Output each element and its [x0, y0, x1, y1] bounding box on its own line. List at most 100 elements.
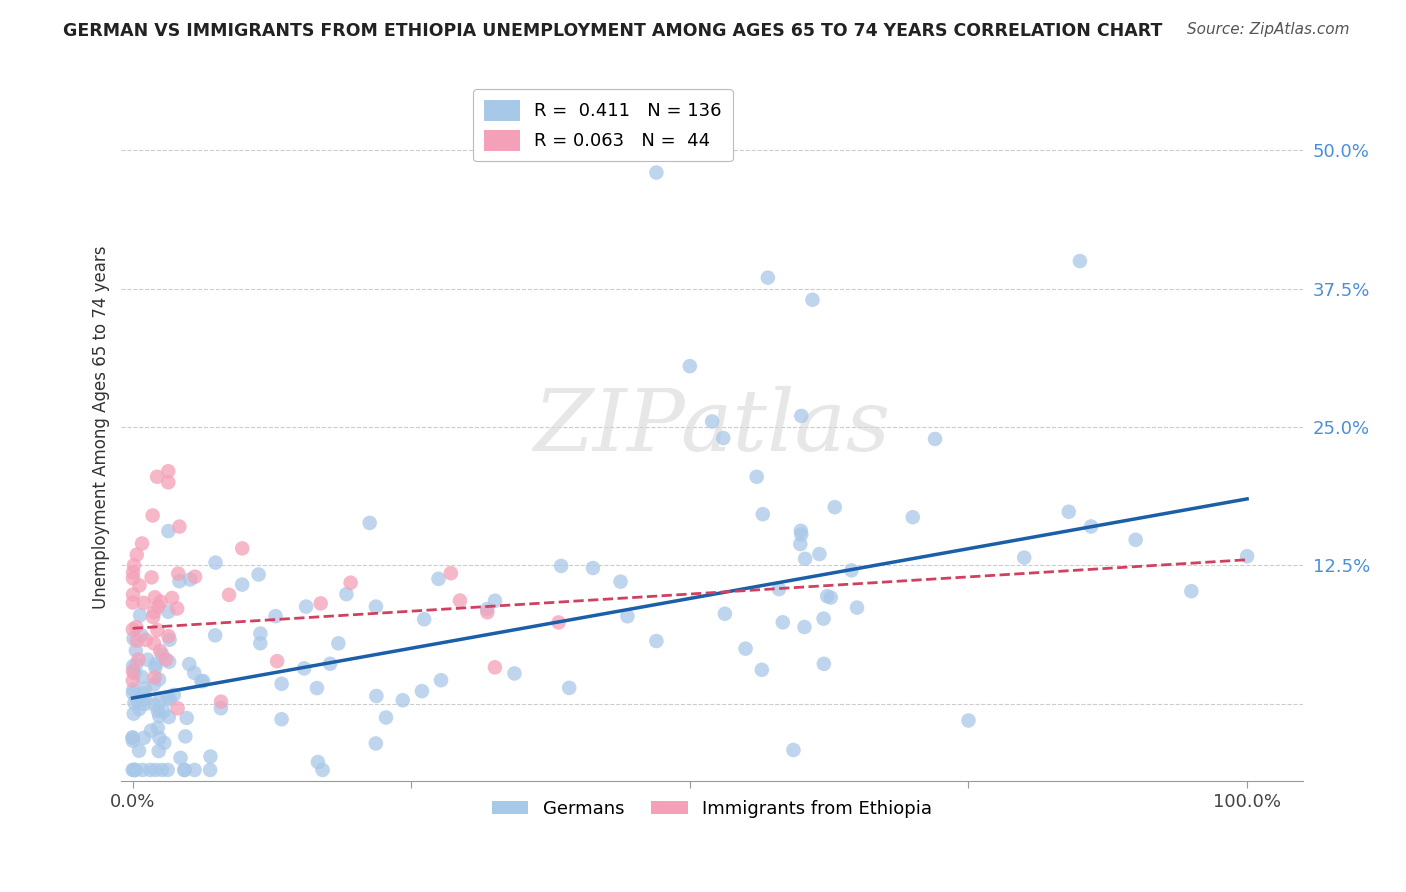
Point — [128, 744, 150, 758]
Point — [153, 736, 176, 750]
Point — [335, 587, 357, 601]
Point — [449, 593, 471, 607]
Point — [121, 763, 143, 777]
Text: GERMAN VS IMMIGRANTS FROM ETHIOPIA UNEMPLOYMENT AMONG AGES 65 TO 74 YEARS CORREL: GERMAN VS IMMIGRANTS FROM ETHIOPIA UNEMP… — [63, 22, 1163, 40]
Point — [173, 763, 195, 777]
Point — [924, 432, 946, 446]
Point — [167, 566, 190, 581]
Point — [846, 600, 869, 615]
Point — [143, 605, 166, 619]
Point — [789, 537, 811, 551]
Point — [169, 574, 191, 589]
Point — [134, 697, 156, 711]
Point — [148, 731, 170, 745]
Point — [121, 596, 143, 610]
Point — [183, 665, 205, 680]
Point — [150, 763, 173, 777]
Point — [218, 588, 240, 602]
Point — [122, 571, 145, 585]
Point — [751, 663, 773, 677]
Text: Source: ZipAtlas.com: Source: ZipAtlas.com — [1187, 22, 1350, 37]
Point — [191, 673, 214, 688]
Point — [475, 602, 498, 616]
Point — [124, 666, 146, 681]
Point — [1012, 550, 1035, 565]
Point — [430, 673, 453, 688]
Point — [413, 612, 436, 626]
Point — [790, 409, 813, 423]
Point — [141, 570, 163, 584]
Point — [128, 702, 150, 716]
Point — [148, 709, 170, 723]
Point — [146, 599, 169, 614]
Point — [142, 610, 165, 624]
Point — [146, 721, 169, 735]
Point — [391, 693, 413, 707]
Point — [609, 574, 631, 589]
Point — [143, 698, 166, 712]
Point — [815, 589, 838, 603]
Point — [550, 558, 572, 573]
Point — [375, 710, 398, 724]
Point — [1069, 254, 1091, 268]
Point — [793, 620, 815, 634]
Point — [150, 648, 173, 662]
Point — [249, 636, 271, 650]
Point — [127, 693, 149, 707]
Point — [484, 593, 506, 607]
Point — [149, 594, 172, 608]
Text: ZIPatlas: ZIPatlas — [533, 385, 890, 468]
Point — [157, 475, 180, 490]
Point — [122, 763, 145, 777]
Point — [427, 572, 450, 586]
Point — [305, 681, 328, 695]
Point — [547, 615, 569, 630]
Point — [1236, 549, 1258, 564]
Point — [132, 596, 155, 610]
Point — [477, 605, 499, 619]
Point — [174, 730, 197, 744]
Point — [125, 657, 148, 672]
Point — [808, 547, 831, 561]
Point — [957, 714, 980, 728]
Point — [169, 519, 191, 533]
Point — [122, 558, 145, 573]
Point — [131, 670, 153, 684]
Point — [121, 731, 143, 745]
Point — [157, 629, 180, 643]
Point — [366, 689, 388, 703]
Point — [143, 636, 166, 650]
Point — [558, 681, 581, 695]
Point — [266, 654, 288, 668]
Point — [179, 573, 201, 587]
Point — [157, 710, 180, 724]
Point — [813, 612, 835, 626]
Point — [270, 712, 292, 726]
Point — [157, 464, 180, 478]
Point — [166, 701, 188, 715]
Point — [292, 661, 315, 675]
Point — [734, 641, 756, 656]
Point — [645, 634, 668, 648]
Point — [136, 653, 159, 667]
Point — [122, 566, 145, 580]
Point — [148, 744, 170, 758]
Point — [190, 674, 212, 689]
Point — [295, 599, 318, 614]
Point — [204, 628, 226, 642]
Point — [142, 508, 165, 523]
Point — [711, 431, 734, 445]
Point — [139, 723, 162, 738]
Point — [790, 524, 813, 538]
Point — [145, 657, 167, 672]
Point — [143, 591, 166, 605]
Point — [157, 524, 180, 538]
Point — [270, 677, 292, 691]
Point — [364, 736, 387, 750]
Point — [204, 556, 226, 570]
Point — [148, 694, 170, 708]
Point — [756, 270, 779, 285]
Point — [152, 704, 174, 718]
Point — [200, 749, 222, 764]
Point — [264, 609, 287, 624]
